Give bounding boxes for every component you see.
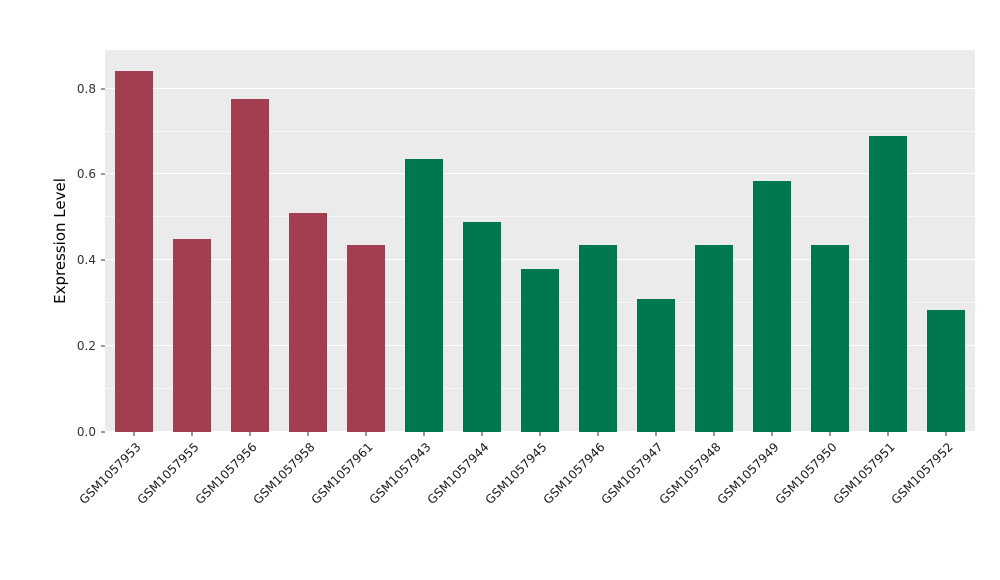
gridline-minor: [105, 216, 975, 218]
y-tick-mark: [101, 88, 105, 90]
bar-slot: [279, 50, 337, 432]
y-tick-mark: [101, 173, 105, 175]
y-tick-label: 0.2: [76, 339, 96, 354]
x-tick-mark: [307, 432, 309, 436]
bar-GSM1057945: [520, 268, 560, 432]
x-tick-mark: [191, 432, 193, 436]
plot-panel: [105, 50, 975, 432]
x-axis: GSM1057953 GSM1057955 GSM1057956 GSM1057958…: [77, 432, 975, 580]
bar-GSM1057956: [230, 99, 270, 432]
bar-slot: [105, 50, 163, 432]
gridline-minor: [105, 130, 975, 132]
bar-GSM1057955: [172, 238, 212, 432]
bar-slot: [395, 50, 453, 432]
bar-slot: [569, 50, 627, 432]
x-tick-mark: [481, 432, 483, 436]
y-tick-mark: [101, 431, 105, 433]
bar-GSM1057948: [694, 245, 734, 432]
bar-GSM1057950: [810, 245, 850, 432]
gridline-major: [105, 173, 975, 175]
bar-slot: [917, 50, 975, 432]
bar-slot: [627, 50, 685, 432]
y-tick-label: 0.4: [76, 253, 96, 268]
bar-GSM1057943: [404, 159, 444, 432]
x-tick-mark: [945, 432, 947, 436]
bar-slot: [801, 50, 859, 432]
gridline-major: [105, 87, 975, 89]
y-axis: 0.0 0.2 0.4 0.6 0.8: [0, 50, 105, 439]
bar-GSM1057951: [868, 135, 908, 432]
bar-slot: [337, 50, 395, 432]
x-tick-mark: [539, 432, 541, 436]
x-tick-mark: [829, 432, 831, 436]
x-tick-mark: [133, 432, 135, 436]
bar-GSM1057958: [288, 213, 328, 432]
bar-GSM1057949: [752, 180, 792, 432]
bar-GSM1057952: [926, 309, 966, 432]
x-tick-mark: [365, 432, 367, 436]
bar-slot: [511, 50, 569, 432]
bar-slot: [859, 50, 917, 432]
x-tick-mark: [887, 432, 889, 436]
x-tick-mark: [771, 432, 773, 436]
y-tick-mark: [101, 259, 105, 261]
y-tick-mark: [101, 345, 105, 347]
x-tick-label: GSM1057952: [888, 440, 956, 507]
x-tick-mark: [597, 432, 599, 436]
y-tick-label: 0.0: [76, 425, 96, 439]
y-tick-label: 0.6: [76, 167, 96, 182]
bar-slot: [163, 50, 221, 432]
x-tick-mark: [655, 432, 657, 436]
y-tick-label: 0.8: [76, 81, 96, 96]
gridline-major: [105, 259, 975, 261]
x-tick-mark: [249, 432, 251, 436]
bar-slot: [221, 50, 279, 432]
bar-GSM1057946: [578, 245, 618, 432]
bar-slot: [453, 50, 511, 432]
x-tick-mark: [713, 432, 715, 436]
bar-GSM1057944: [462, 221, 502, 432]
bar-GSM1057953: [114, 71, 154, 432]
bar-slot: [685, 50, 743, 432]
bar-slot: [743, 50, 801, 432]
bar-GSM1057961: [346, 245, 386, 432]
bars-container: [105, 50, 975, 432]
bar-GSM1057947: [636, 298, 676, 432]
x-tick-mark: [423, 432, 425, 436]
